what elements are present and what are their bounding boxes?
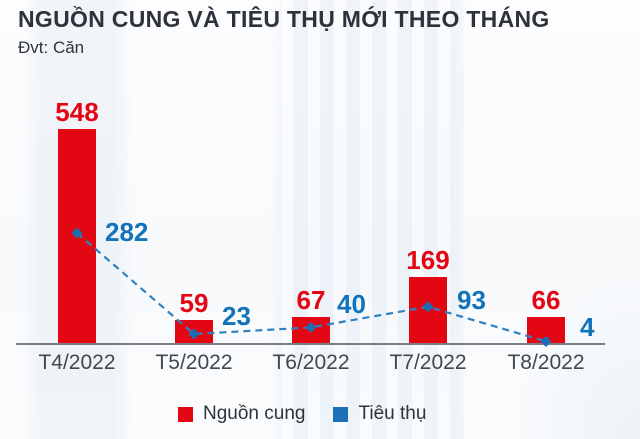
consumption-value-label: 282	[105, 217, 149, 248]
consumption-value-label: 4	[580, 312, 595, 343]
x-axis-line	[16, 343, 605, 345]
chart-title: NGUỒN CUNG VÀ TIÊU THỤ MỚI THEO THÁNG	[18, 6, 550, 32]
x-axis-tick-label: T4/2022	[38, 351, 116, 374]
x-axis-tick-label: T5/2022	[155, 351, 233, 374]
legend-item-supply: Nguồn cung	[178, 404, 305, 424]
chart-legend: Nguồn cung Tiêu thụ	[178, 404, 426, 424]
consumption-value-label: 40	[337, 289, 366, 320]
legend-label: Tiêu thụ	[358, 403, 427, 424]
diamond-marker	[305, 321, 317, 333]
x-axis-tick-label: T6/2022	[272, 351, 350, 374]
legend-swatch-icon	[178, 406, 193, 422]
supply-value-label: 67	[296, 284, 326, 315]
legend-swatch-icon	[333, 406, 349, 422]
consumption-value-label: 23	[222, 301, 251, 332]
supply-value-label: 169	[406, 245, 450, 276]
x-axis-tick-label: T7/2022	[389, 351, 467, 374]
supply-value-label: 66	[531, 285, 561, 316]
diamond-marker	[540, 335, 552, 347]
diamond-marker	[71, 227, 83, 239]
diamond-marker	[188, 328, 200, 340]
supply-value-label: 548	[55, 97, 99, 128]
supply-value-label: 59	[179, 287, 209, 318]
diamond-marker	[422, 301, 434, 313]
unit-label: Đvt: Căn	[18, 38, 85, 57]
legend-item-consumption: Tiêu thụ	[333, 404, 426, 424]
legend-label: Nguồn cung	[203, 403, 306, 424]
x-axis-tick-label: T8/2022	[507, 351, 585, 374]
consumption-value-label: 93	[457, 284, 486, 315]
